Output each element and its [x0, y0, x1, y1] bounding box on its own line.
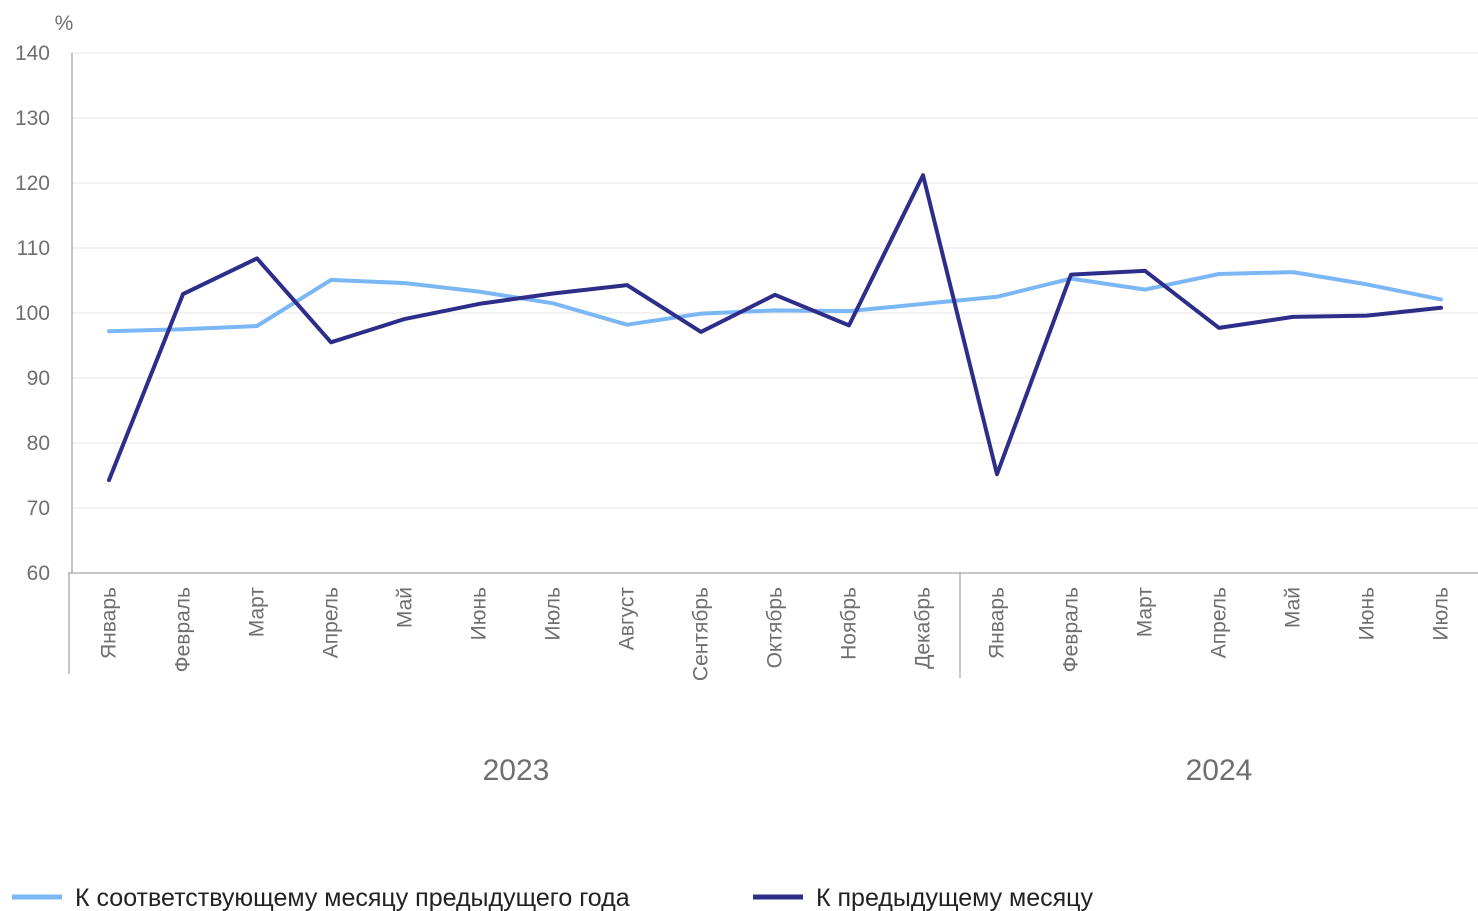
y-tick-label: 60 — [27, 562, 50, 585]
x-tick-label: Январь — [98, 587, 121, 659]
x-tick-label: Апрель — [1208, 587, 1231, 658]
grid — [72, 52, 1478, 509]
legend-label: К соответствующему месяцу предыдущего го… — [75, 884, 630, 911]
x-tick-label: Март — [1134, 587, 1157, 638]
x-tick-label: Апрель — [320, 587, 343, 658]
x-tick-label: Май — [1282, 587, 1305, 628]
legend: К соответствующему месяцу предыдущего го… — [12, 884, 1094, 911]
y-unit-label: % — [55, 12, 74, 35]
x-tick-label: Июль — [542, 587, 565, 641]
x-tick-label: Февраль — [172, 587, 195, 672]
x-tick-label: Август — [616, 587, 639, 651]
x-tick-label: Июнь — [1356, 587, 1379, 640]
axis-labels: 60 70 80 90 100 110 120 130 140% Январь Февраль Мар… — [15, 12, 1453, 787]
year-label: 2024 — [1186, 754, 1253, 787]
x-tick-label: Ноябрь — [838, 587, 861, 660]
axes — [68, 53, 1478, 678]
x-tick-label: Февраль — [1060, 587, 1083, 672]
x-tick-label: Октябрь — [764, 587, 787, 668]
y-tick-label: 120 — [15, 172, 50, 195]
y-tick-label: 90 — [27, 367, 50, 390]
x-tick-label: Май — [394, 587, 417, 628]
year-label: 2023 — [483, 754, 550, 787]
series-lines — [107, 173, 1443, 483]
y-tick-label: 100 — [15, 302, 50, 325]
y-tick-label: 130 — [15, 107, 50, 130]
x-tick-label: Июль — [1430, 587, 1453, 641]
legend-label: К предыдущему месяцу — [816, 884, 1094, 911]
x-tick-label: Декабрь — [912, 587, 935, 669]
y-tick-label: 110 — [17, 237, 50, 260]
x-tick-label: Июнь — [468, 587, 491, 640]
series-line-2 — [107, 173, 1443, 483]
y-tick-label: 70 — [27, 497, 50, 520]
y-tick-label: 140 — [15, 42, 50, 65]
x-tick-label: Март — [246, 587, 269, 638]
series-line-1 — [107, 270, 1443, 334]
y-tick-label: 80 — [27, 432, 50, 455]
x-tick-label: Январь — [986, 587, 1009, 659]
x-tick-label: Сентябрь — [690, 587, 713, 681]
